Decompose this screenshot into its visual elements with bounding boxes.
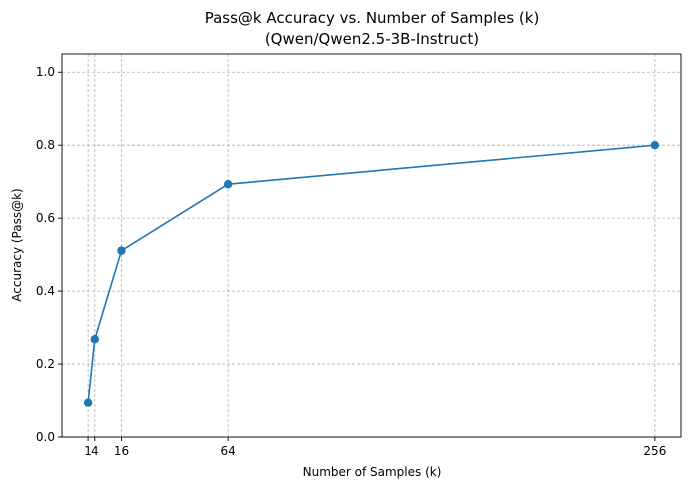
data-point-k-64 bbox=[223, 180, 233, 189]
data-point-k-16 bbox=[117, 246, 126, 255]
data-point-k-256 bbox=[650, 140, 660, 150]
data-point-k-1 bbox=[83, 398, 93, 407]
plot-frame bbox=[61, 53, 682, 438]
grid-lines bbox=[62, 54, 681, 438]
series-layer bbox=[83, 140, 660, 407]
data-point-k-4 bbox=[90, 335, 99, 344]
y-tick-label: 0.6 bbox=[36, 211, 55, 225]
x-tick-label: 64 bbox=[221, 444, 236, 458]
y-tick-label: 0.8 bbox=[36, 138, 55, 152]
x-tick-label: 4 bbox=[91, 444, 99, 458]
chart-title-line-1: Pass@k Accuracy vs. Number of Samples (k… bbox=[205, 9, 540, 27]
y-tick-label: 1.0 bbox=[36, 65, 55, 79]
x-tick-label: 16 bbox=[114, 444, 129, 458]
y-tick-label: 0.0 bbox=[36, 430, 55, 444]
axis-ticks: 1 4 16 64 256 0.0 0.2 0.4 0.6 0.8 1.0 bbox=[36, 65, 666, 458]
y-tick-label: 0.4 bbox=[36, 284, 55, 298]
y-axis-label: Accuracy (Pass@k) bbox=[10, 188, 24, 301]
x-axis-label: Number of Samples (k) bbox=[303, 465, 442, 479]
y-tick-label: 0.2 bbox=[36, 357, 55, 371]
x-tick-label: 256 bbox=[643, 444, 666, 458]
x-tick-label: 1 bbox=[84, 444, 92, 458]
chart-title-line-2: (Qwen/Qwen2.5-3B-Instruct) bbox=[265, 30, 479, 48]
